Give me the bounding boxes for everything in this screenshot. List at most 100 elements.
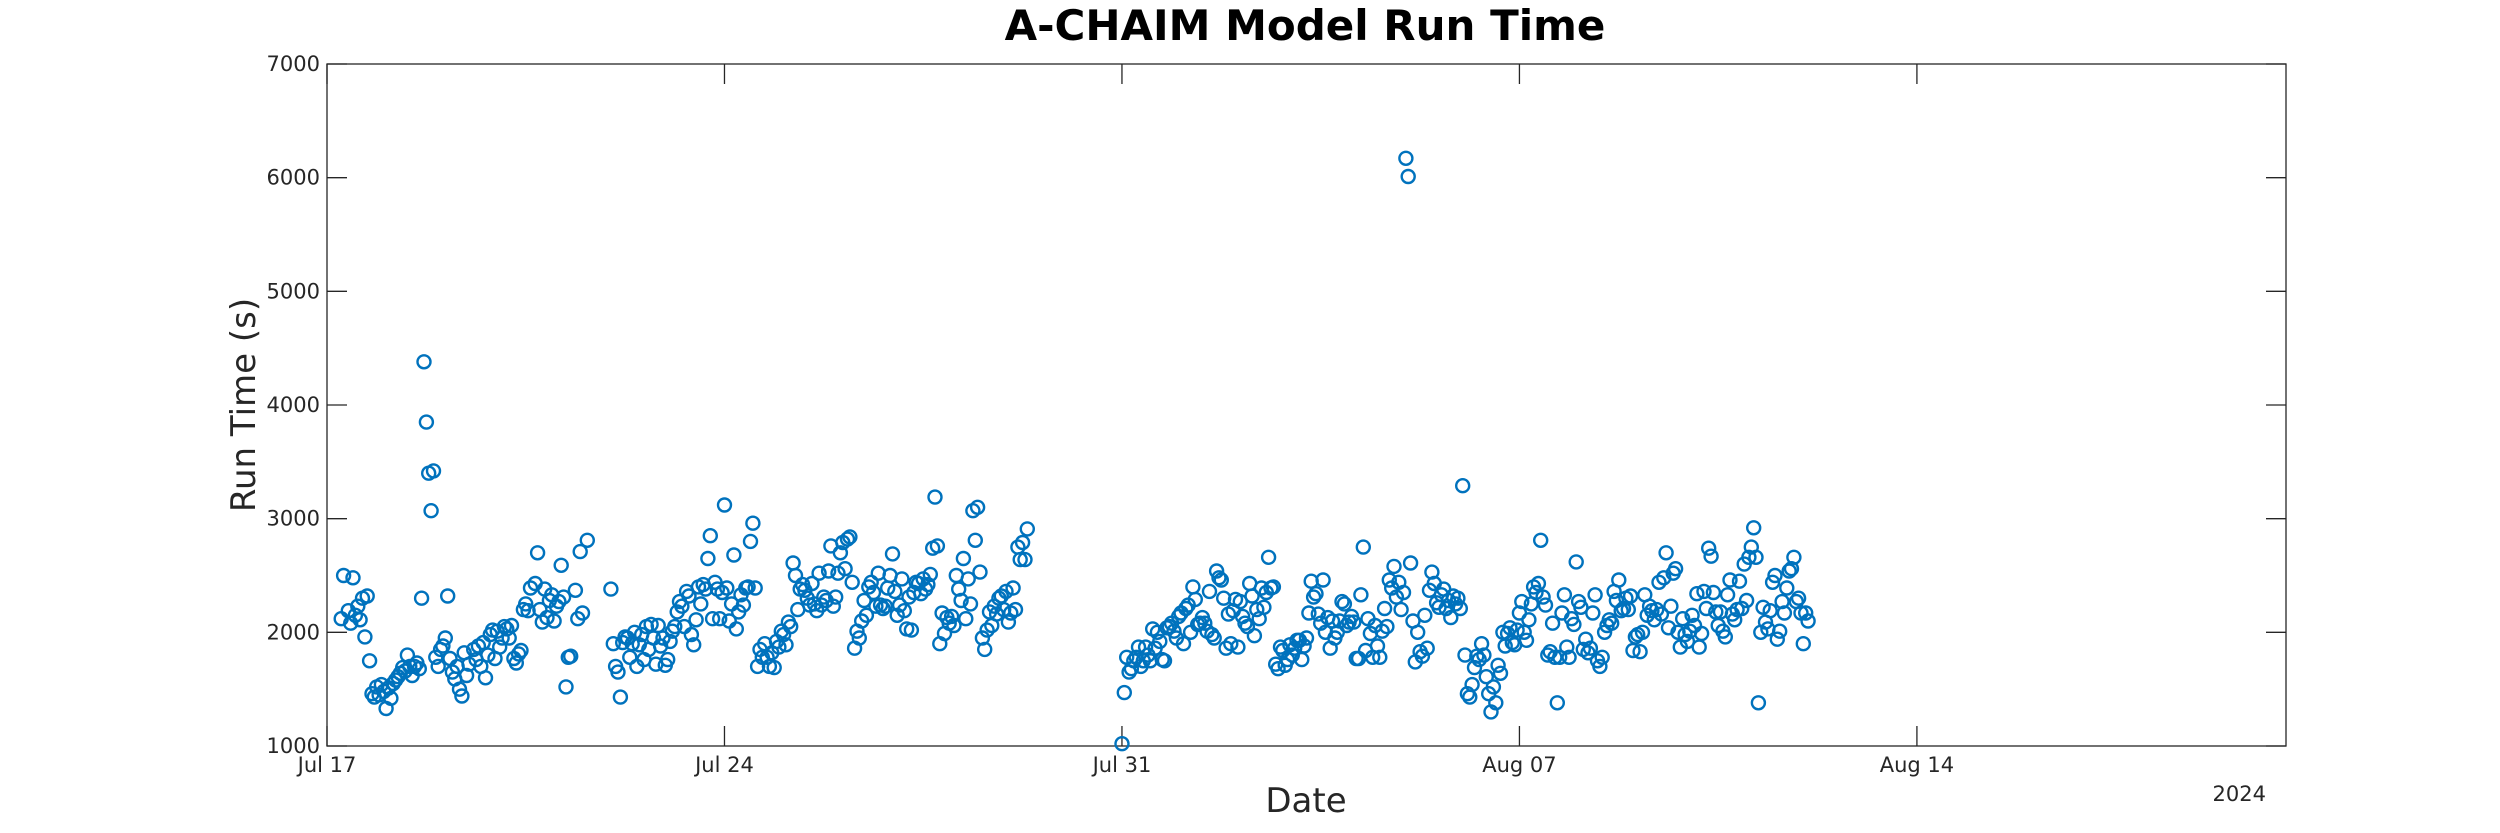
data-point [927, 489, 943, 505]
data-point [1776, 605, 1793, 621]
data-point [546, 613, 562, 629]
data-point [969, 499, 986, 515]
data-point [1518, 632, 1535, 648]
data-point [837, 561, 853, 577]
data-point [660, 651, 676, 668]
data-point [1201, 583, 1218, 600]
data-point [1632, 644, 1648, 660]
data-point [851, 630, 867, 646]
data-point [929, 538, 946, 554]
data-point [1703, 548, 1719, 564]
data-point [1717, 629, 1734, 645]
data-point [1532, 532, 1549, 548]
data-point [1402, 555, 1419, 571]
y-tick-label: 3000 [267, 507, 320, 531]
data-point [1381, 572, 1398, 588]
data-point [1440, 592, 1457, 609]
data-point [1137, 639, 1154, 655]
data-point [1454, 478, 1471, 494]
data-point [1594, 649, 1610, 665]
data-point [1175, 636, 1192, 652]
y-tick-label: 6000 [267, 166, 320, 190]
data-point [726, 547, 742, 563]
x-tick-label: Jul 17 [296, 753, 357, 777]
data-point [1471, 651, 1487, 668]
data-point [693, 596, 709, 612]
data-point [1130, 639, 1147, 655]
data-point [1559, 639, 1575, 655]
data-point [1206, 630, 1222, 646]
y-tick-label: 4000 [267, 393, 320, 417]
data-point [1334, 593, 1350, 610]
data-point [1296, 638, 1312, 654]
data-point [1705, 584, 1722, 601]
data-point [1395, 584, 1412, 601]
data-point [1386, 558, 1402, 575]
data-point [492, 639, 508, 655]
data-point [1684, 607, 1700, 623]
data-point [579, 532, 595, 548]
data-point [335, 567, 352, 584]
data-point [1187, 591, 1204, 608]
data-point [1696, 583, 1712, 600]
data-point [1667, 561, 1684, 577]
data-point [1587, 587, 1603, 603]
data-point [425, 463, 442, 479]
data-point [1152, 633, 1168, 650]
x-axis-label: Date [1265, 781, 1346, 821]
data-point [352, 612, 368, 628]
data-point [1301, 605, 1317, 621]
data-point [1000, 614, 1017, 630]
data-point [825, 598, 841, 614]
data-point [555, 589, 572, 605]
data-point [1549, 695, 1566, 711]
data-point [1603, 615, 1620, 631]
data-point [539, 609, 555, 626]
data-point [1246, 628, 1263, 644]
data-point [1561, 649, 1577, 665]
data-point [563, 648, 579, 664]
data-points [333, 150, 1816, 752]
data-point [1748, 549, 1764, 565]
data-point [977, 641, 993, 658]
data-point [1592, 658, 1608, 675]
data-point [759, 649, 775, 665]
data-point [1509, 622, 1525, 638]
data-point [1372, 649, 1388, 665]
data-point [967, 532, 983, 548]
data-point [667, 618, 683, 635]
data-point [1490, 657, 1506, 673]
data-point [1544, 615, 1561, 631]
data-point [804, 575, 820, 592]
data-point [1535, 589, 1551, 605]
data-point [998, 583, 1014, 600]
data-point [832, 545, 849, 561]
data-point [361, 653, 378, 669]
data-point [896, 603, 912, 619]
data-point [1781, 563, 1797, 579]
data-point [745, 515, 761, 531]
data-point [359, 588, 375, 604]
data-point [735, 597, 752, 613]
data-point [411, 661, 427, 677]
chart-title: A-CHAIM Model Run Time [1005, 1, 1606, 50]
data-point [962, 596, 979, 612]
data-point [842, 529, 858, 545]
data-point [811, 565, 827, 581]
data-point [357, 629, 373, 645]
data-point [454, 688, 470, 704]
data-point [1611, 572, 1627, 588]
data-point [1663, 598, 1679, 614]
data-point [1374, 623, 1390, 639]
data-point [1409, 624, 1426, 640]
data-point [712, 611, 728, 627]
data-point [1779, 580, 1795, 596]
data-point [820, 563, 837, 579]
data-point [480, 647, 496, 663]
x-tick-label: Aug 14 [1880, 753, 1954, 777]
data-point [960, 571, 976, 587]
data-point [1731, 573, 1748, 589]
data-point [844, 574, 860, 590]
